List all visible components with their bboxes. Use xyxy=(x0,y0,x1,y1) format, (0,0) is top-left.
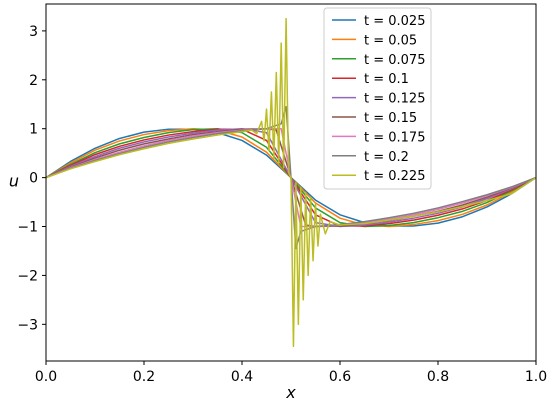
y-tick-label: −1 xyxy=(17,220,38,236)
series-lines xyxy=(46,17,536,348)
x-tick-label: 0.8 xyxy=(427,369,449,385)
x-tick-label: 0.6 xyxy=(329,369,351,385)
legend-label: t = 0.05 xyxy=(364,33,417,48)
legend-label: t = 0.225 xyxy=(364,169,425,184)
series-line-9 xyxy=(46,17,536,348)
legend-label: t = 0.2 xyxy=(364,150,409,165)
y-tick-label: 1 xyxy=(29,122,38,138)
y-axis-ticks: 3 2 1 0 −1 −2 −3 xyxy=(17,24,46,333)
legend-label: t = 0.075 xyxy=(364,53,425,68)
x-axis-label: x xyxy=(285,383,296,402)
legend-label: t = 0.15 xyxy=(364,111,417,126)
legend: t = 0.025 t = 0.05 t = 0.075 t = 0.1 t = 0.1… xyxy=(323,7,432,190)
x-tick-label: 0.2 xyxy=(133,369,155,385)
legend-label: t = 0.175 xyxy=(364,130,425,145)
y-tick-label: 0 xyxy=(29,171,38,187)
legend-label: t = 0.1 xyxy=(364,72,409,87)
legend-frame xyxy=(323,7,432,190)
y-tick-label: 2 xyxy=(29,73,38,89)
legend-entries: t = 0.025 t = 0.05 t = 0.075 t = 0.1 t = 0.1… xyxy=(332,14,425,184)
legend-label: t = 0.125 xyxy=(364,92,425,107)
plot-frame xyxy=(45,3,537,362)
y-tick-label: 3 xyxy=(29,24,38,40)
x-axis-ticks: 0.0 0.2 0.4 0.6 0.8 1.0 xyxy=(35,361,547,385)
legend-label: t = 0.025 xyxy=(364,14,425,29)
y-axis-label: u xyxy=(9,172,19,191)
x-tick-label: 1.0 xyxy=(525,369,547,385)
y-tick-label: −2 xyxy=(17,268,38,284)
x-tick-label: 0.0 xyxy=(35,369,57,385)
x-tick-label: 0.4 xyxy=(231,369,253,385)
y-tick-label: −3 xyxy=(17,317,38,333)
